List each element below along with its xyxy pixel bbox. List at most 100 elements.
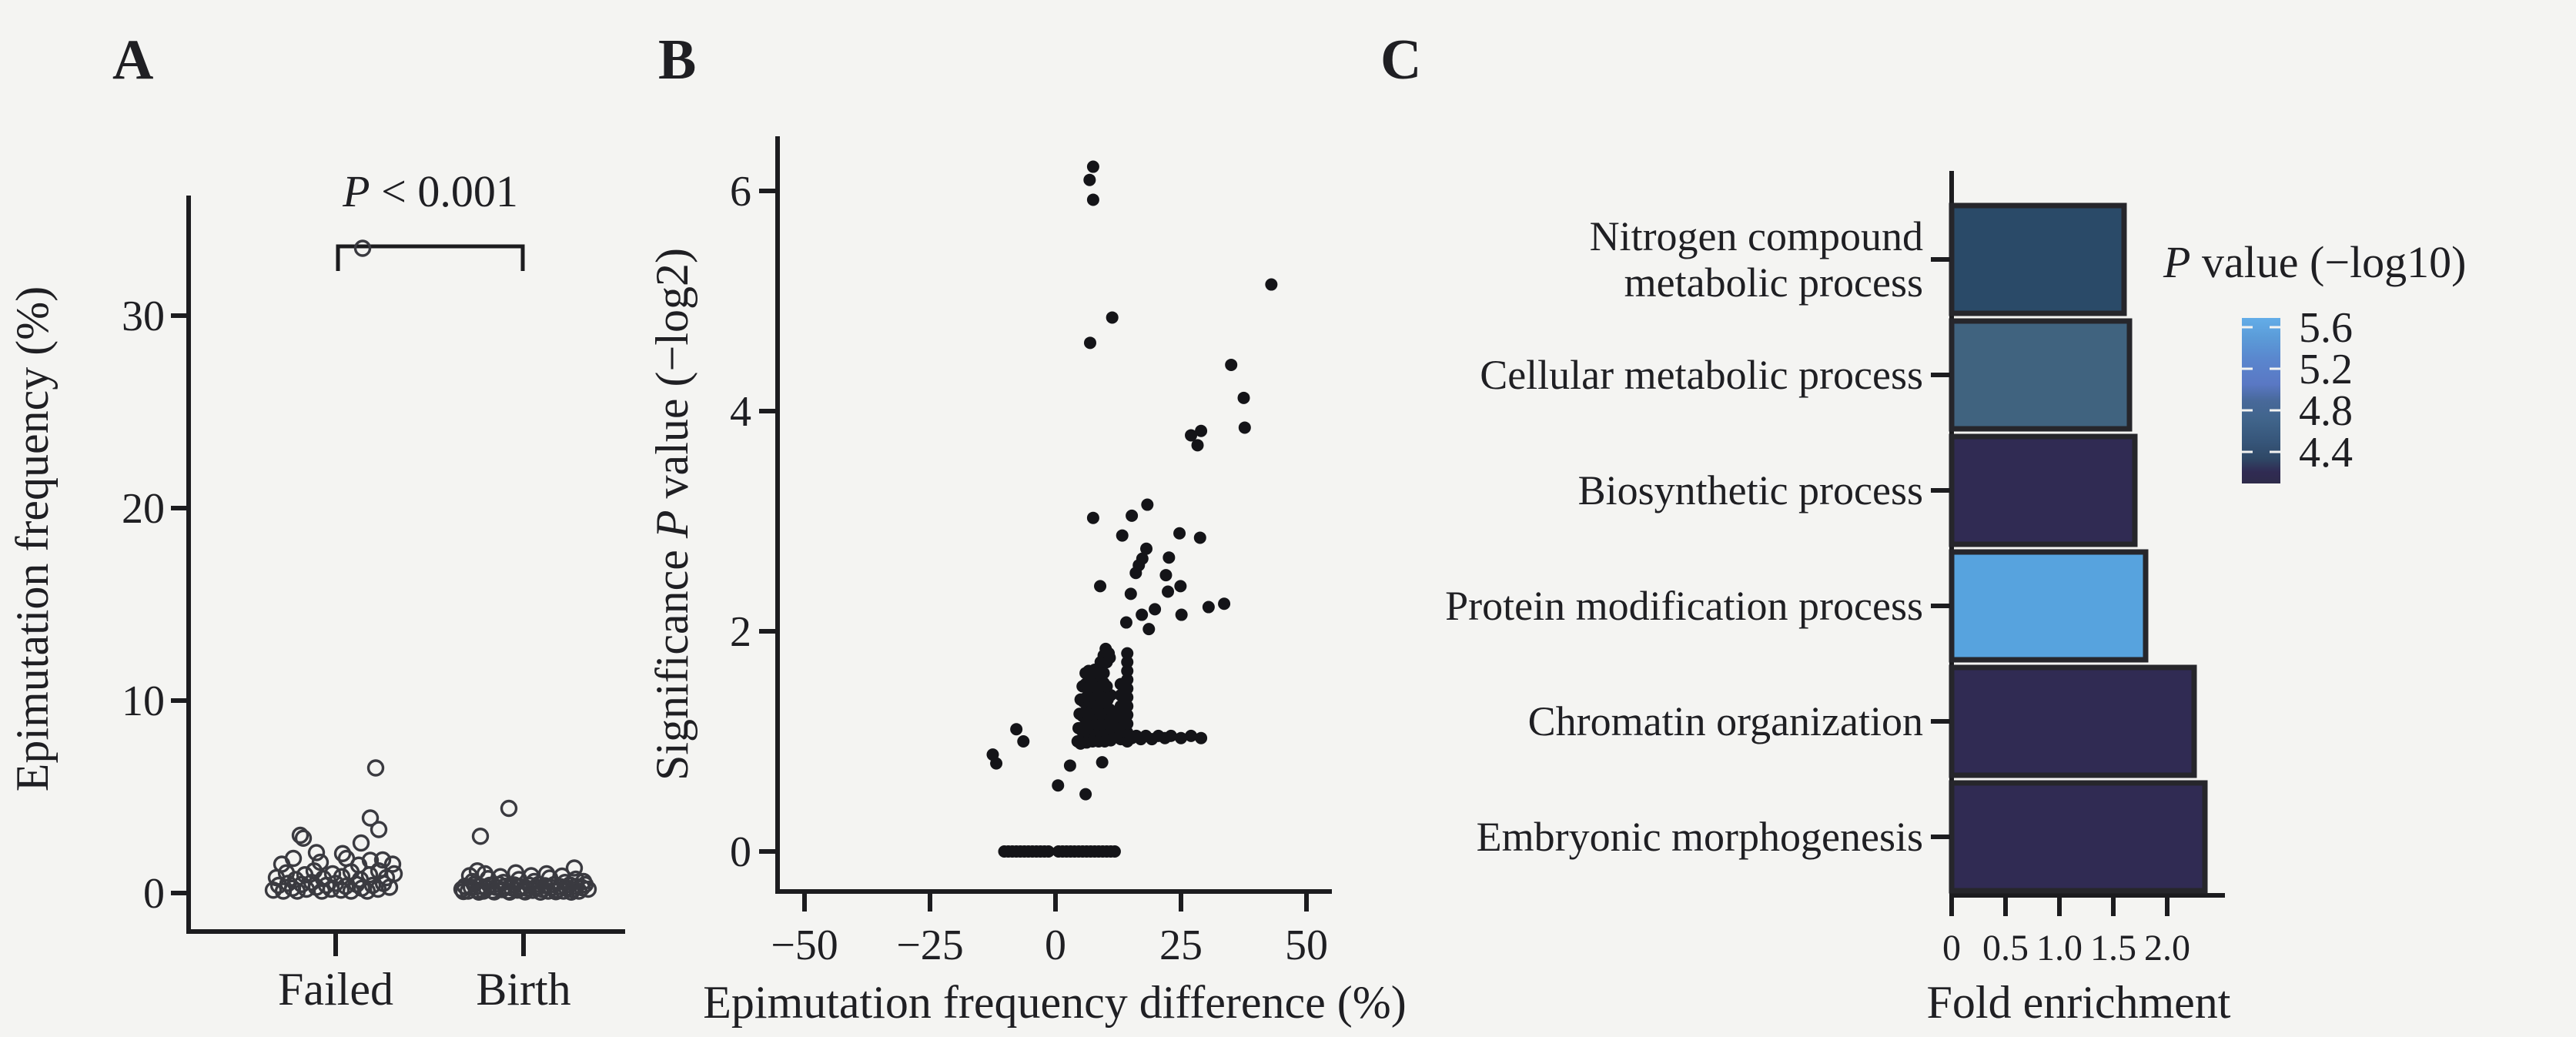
panel-b-xtick-m50: −50 [771,922,838,969]
legend-tick-44: 4.4 [2299,429,2353,477]
legend-title: P value (−log10) [2163,237,2467,287]
panel-c-letter: C [1380,28,1421,92]
data-point [1106,311,1119,324]
data-point [1083,336,1096,350]
data-point [1094,580,1107,593]
panel-c-xtick-0: 0 [1942,928,1961,968]
data-point [1121,718,1134,731]
panel-c: C Nitrogen compound metabolic process Cell… [1380,28,2467,1028]
category-label: Cellular metabolic process [1480,352,1923,398]
data-point [1162,585,1175,598]
panel-b-x-ticks [802,891,1309,912]
data-point [1121,708,1134,721]
data-point [1119,616,1132,629]
data-point-birth [491,868,510,885]
data-point-failed [361,851,380,869]
bar-1 [1949,202,2127,316]
data-point [1096,756,1109,769]
data-point-failed [333,868,351,885]
data-point [1265,278,1278,291]
panel-a-x-ticks [333,932,526,956]
data-point-failed [294,829,313,847]
data-point-failed [385,865,403,883]
bar-5 [1949,664,2197,778]
panel-a-category-failed: Failed [278,964,393,1015]
data-point-birth [468,862,487,880]
panel-a-y-ticks [171,313,189,895]
panel-b-x-axis-title: Epimutation frequency difference (%) [703,977,1406,1028]
data-point-failed [323,865,342,883]
panel-b-ytick-2: 2 [730,608,751,656]
data-point [1097,667,1110,680]
data-point [1191,439,1204,452]
panel-a-ytick-10: 10 [122,677,165,725]
data-point [1185,429,1198,442]
panel-a-ytick-20: 20 [122,485,165,533]
data-point [1163,551,1176,564]
panel-c-x-axis-title: Fold enrichment [1927,977,2231,1028]
data-point [1149,603,1162,616]
data-point-failed [284,849,303,868]
data-point [1175,608,1188,621]
significance-bracket [336,244,525,271]
data-point [1042,845,1055,858]
legend-colorbar-notches [2242,326,2280,453]
data-point [1100,680,1113,693]
panel-c-x-ticks [1949,895,2170,916]
data-point [990,757,1003,770]
p-value-annotation: P < 0.001 [342,166,518,216]
panel-b-y-axis-title: Significance P value (−log2) [647,248,698,781]
data-point [1086,160,1099,173]
panel-b-ytick-0: 0 [730,828,751,876]
legend-tick-56: 5.6 [2299,304,2353,352]
data-point-failed [336,878,355,895]
data-point [1193,531,1206,544]
data-point-failed [333,845,352,862]
data-point [1121,656,1134,669]
data-point [1175,731,1187,744]
panel-b-ytick-6: 6 [730,168,751,216]
data-point-failed [296,866,314,884]
legend-tick-52: 5.2 [2299,346,2353,393]
panel-b-xtick-50: 50 [1285,922,1328,969]
legend-colorbar [2242,318,2280,483]
panel-c-xtick-05: 0.5 [1982,928,2029,968]
data-point-failed [370,821,388,838]
data-point [1052,779,1065,792]
data-point-failed [383,855,402,873]
data-point [1136,608,1149,621]
data-point [1238,421,1251,434]
data-point [1102,647,1116,660]
panel-c-xtick-20: 2.0 [2144,928,2190,968]
data-point-failed [311,853,330,871]
panel-b: B 0 2 4 6 Significance P value (−log2) −… [647,28,1407,1028]
data-point-failed [291,826,309,845]
data-point [1142,623,1156,636]
bar-2 [1949,318,2133,432]
pvalue-legend: P value (−log10) 5.6 5.2 4.8 4.4 [2163,237,2467,483]
data-point [1195,731,1208,744]
data-point-birth [574,872,593,891]
panel-a-ytick-0: 0 [143,870,165,918]
panel-b-y-ticks [759,189,778,854]
panel-a-points [264,239,597,901]
data-point-failed [286,871,305,888]
data-point [1173,527,1186,540]
data-point [1017,735,1030,748]
bar-6 [1949,780,2208,894]
data-point [1159,569,1173,582]
panel-c-category-ticks [1931,257,1950,839]
category-label: Protein modification process [1445,583,1923,629]
panel-c-bars [1949,202,2208,894]
data-point-failed [307,844,326,861]
data-point [1237,391,1250,404]
panel-c-xtick-10: 1.0 [2036,928,2083,968]
data-point [1121,700,1134,713]
data-point-birth [540,869,559,887]
data-point-failed [353,239,372,257]
data-point-birth [471,828,490,845]
panel-b-ytick-4: 4 [730,388,751,436]
data-point [1121,664,1134,677]
